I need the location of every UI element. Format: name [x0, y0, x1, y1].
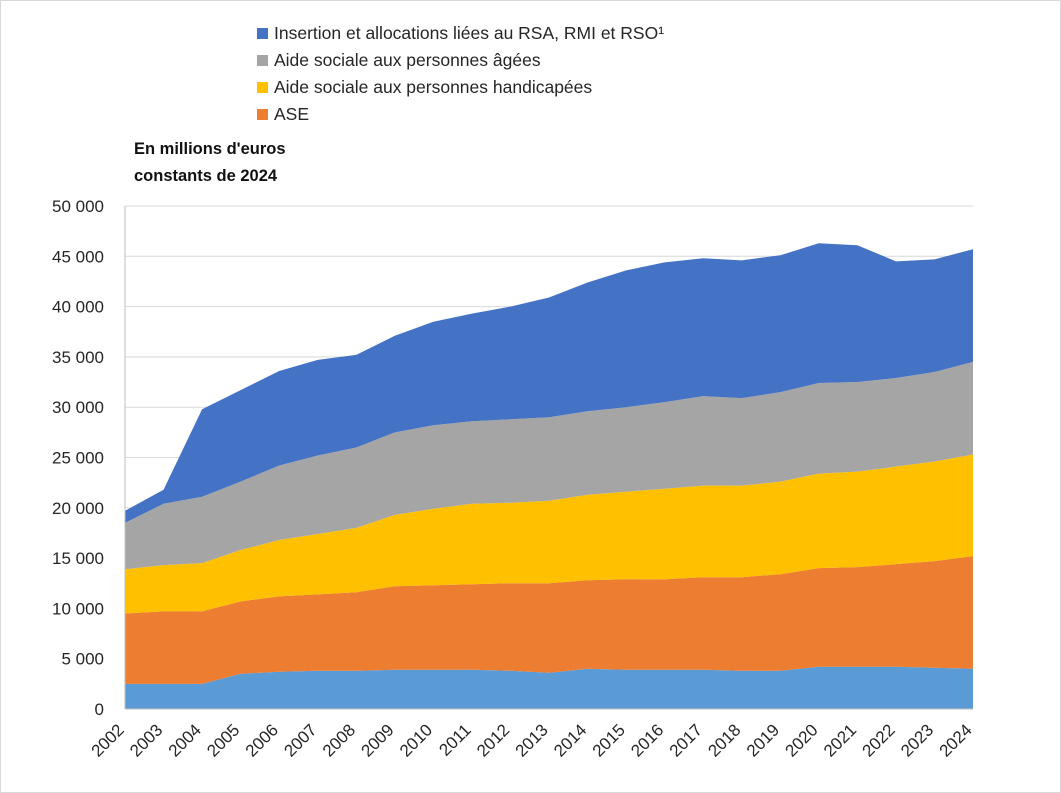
legend-swatch-ase [257, 109, 268, 120]
x-tick-label-2017: 2017 [666, 720, 706, 760]
x-tick-label-2010: 2010 [396, 720, 436, 760]
y-tick-label-2: 10 000 [52, 599, 104, 618]
y-tick-label-7: 35 000 [52, 348, 104, 367]
y-tick-label-0: 0 [95, 700, 104, 719]
area-series-3 [125, 361, 973, 570]
y-tick-label-6: 30 000 [52, 398, 104, 417]
unit-label-line1: En millions d'euros [134, 140, 286, 158]
area-series-4 [125, 243, 973, 523]
x-tick-label-2008: 2008 [319, 720, 359, 760]
unit-label: En millions d'euros constants de 2024 [134, 136, 286, 190]
x-tick-label-2009: 2009 [357, 720, 397, 760]
x-tick-label-2011: 2011 [435, 720, 474, 759]
legend-label-ase: ASE [274, 104, 310, 124]
y-tick-label-5: 25 000 [52, 449, 104, 468]
legend-item-personnes-handicapees: Aide sociale aux personnes handicapées [257, 74, 664, 101]
x-tick-label-2023: 2023 [897, 720, 937, 760]
legend-label-personnes-agees: Aide sociale aux personnes âgées [274, 50, 541, 70]
legend-label-personnes-handicapees: Aide sociale aux personnes handicapées [274, 77, 593, 97]
area-series-2 [125, 454, 973, 614]
x-tick-label-2015: 2015 [589, 720, 629, 760]
y-tick-label-8: 40 000 [52, 298, 104, 317]
legend-item-rsa: Insertion et allocations liées au RSA, R… [257, 20, 664, 47]
x-tick-label-2016: 2016 [627, 720, 667, 760]
legend-item-personnes-agees: Aide sociale aux personnes âgées [257, 47, 664, 74]
legend-label-rsa: Insertion et allocations liées au RSA, R… [274, 23, 665, 43]
x-tick-label-2006: 2006 [242, 720, 282, 760]
x-tick-label-2022: 2022 [859, 720, 899, 760]
y-tick-label-3: 15 000 [52, 549, 104, 568]
x-tick-label-2012: 2012 [473, 720, 513, 760]
x-tick-label-2024: 2024 [936, 720, 976, 760]
x-tick-label-2005: 2005 [203, 720, 243, 760]
legend-swatch-personnes-agees [257, 55, 268, 66]
x-tick-label-2003: 2003 [126, 720, 166, 760]
x-tick-label-2018: 2018 [704, 720, 744, 760]
x-tick-label-2019: 2019 [743, 720, 783, 760]
legend-swatch-personnes-handicapees [257, 82, 268, 93]
area-series-1 [125, 556, 973, 684]
legend-item-ase: ASE [257, 101, 664, 128]
x-tick-label-2002: 2002 [88, 720, 128, 760]
legend-swatch-rsa [257, 28, 268, 39]
y-tick-label-9: 45 000 [52, 247, 104, 266]
x-tick-label-2021: 2021 [820, 720, 860, 760]
x-tick-label-2014: 2014 [550, 720, 590, 760]
unit-label-line2: constants de 2024 [134, 167, 278, 185]
x-tick-label-2004: 2004 [165, 720, 205, 760]
y-tick-label-4: 20 000 [52, 499, 104, 518]
x-tick-label-2007: 2007 [280, 720, 320, 760]
y-tick-label-1: 5 000 [61, 650, 104, 669]
area-series-0 [125, 666, 973, 709]
y-tick-label-10: 50 000 [52, 197, 104, 216]
x-tick-label-2020: 2020 [781, 720, 821, 760]
x-tick-label-2013: 2013 [512, 720, 552, 760]
legend: Insertion et allocations liées au RSA, R… [257, 20, 664, 128]
